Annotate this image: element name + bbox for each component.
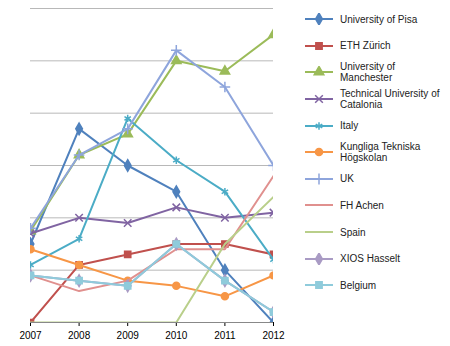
html-text:Spain: Spain xyxy=(340,226,366,238)
html-text:XIOS Hasselt: XIOS Hasselt xyxy=(340,253,400,265)
html-text:Technical University of Catalo: Technical University of Catalonia xyxy=(340,88,440,111)
html-text:FH Achen: FH Achen xyxy=(340,200,384,211)
html-text:Belgium: Belgium xyxy=(340,279,377,291)
html-text:Italy: Italy xyxy=(340,120,359,132)
svg-text:2008: 2008 xyxy=(68,330,91,341)
html-text:Kungliga Tekniska Högskolan: Kungliga Tekniska Högskolan xyxy=(340,141,421,164)
svg-text:2012: 2012 xyxy=(262,330,285,341)
svg-text:2010: 2010 xyxy=(165,330,188,341)
svg-text:2009: 2009 xyxy=(117,330,140,341)
svg-text:2011: 2011 xyxy=(214,330,236,341)
html-text:ETH Zürich: ETH Zürich xyxy=(340,40,391,52)
svg-text:2007: 2007 xyxy=(19,330,42,341)
html-text:UK: UK xyxy=(340,173,354,185)
html-text:University of Manchester: University of Manchester xyxy=(340,61,395,84)
html-text:University of Pisa: University of Pisa xyxy=(340,13,418,25)
